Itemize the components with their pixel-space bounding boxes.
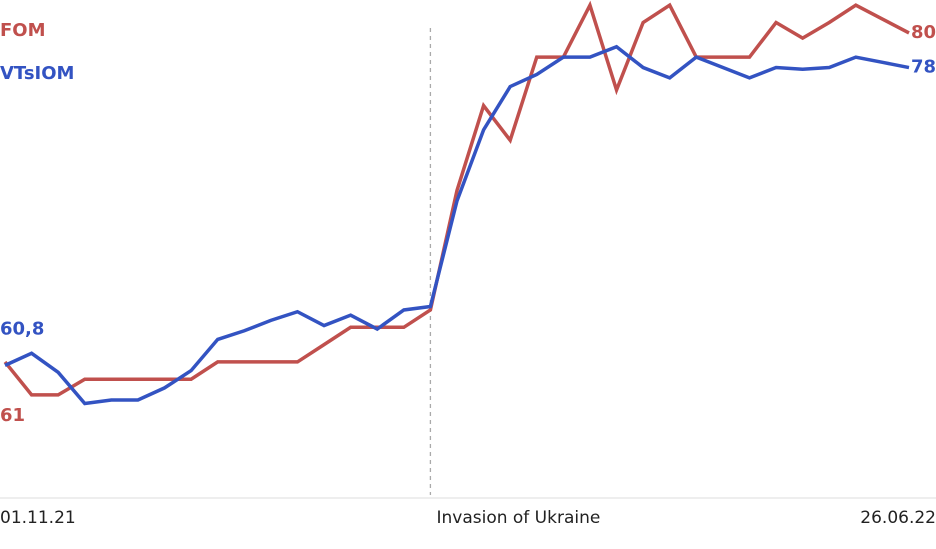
- x-tick-label: Invasion of Ukraine: [436, 508, 600, 528]
- value-label: 61: [0, 405, 25, 426]
- legend-label: FOM: [0, 20, 46, 41]
- series-line: [3, 0, 910, 397]
- x-tick-label: 26.06.22: [860, 508, 936, 528]
- value-label: 78: [911, 57, 936, 78]
- legend-label: VTsIOM: [0, 63, 74, 84]
- x-tick-label: 01.11.21: [0, 508, 76, 528]
- value-label: 80: [911, 22, 936, 43]
- value-label: 60,8: [0, 318, 44, 339]
- series-line: [4, 44, 910, 406]
